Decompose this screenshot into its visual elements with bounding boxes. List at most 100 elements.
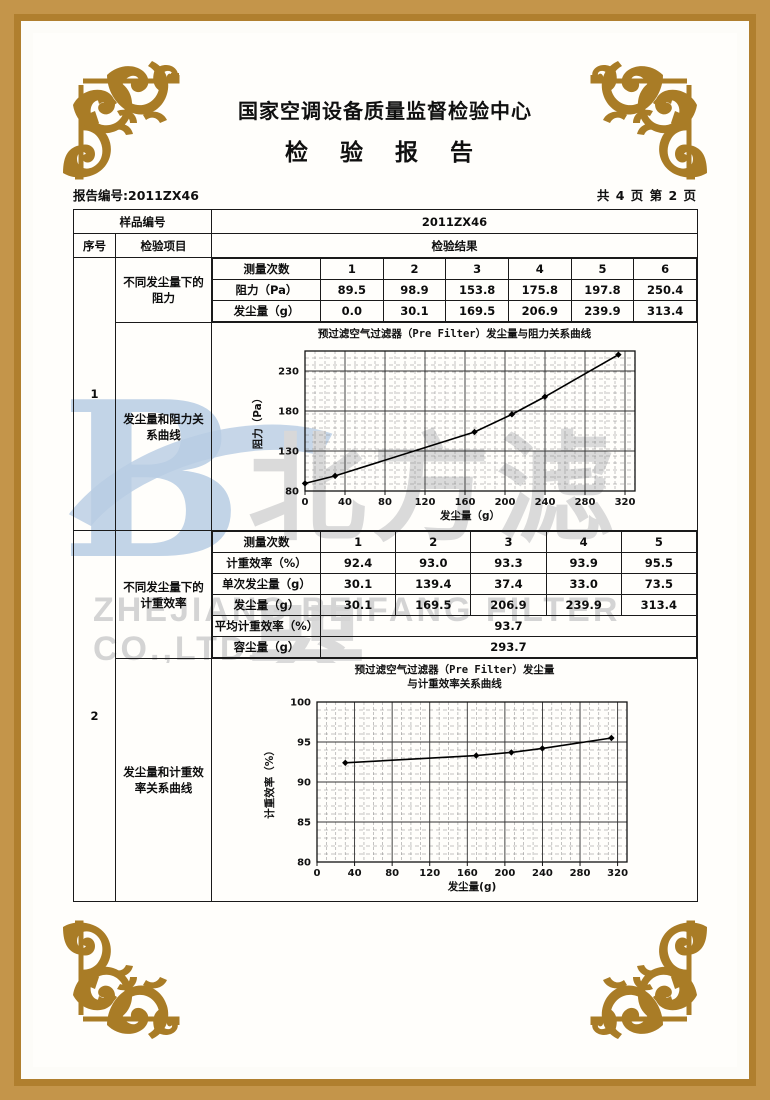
- document-content: 国家空调设备质量监督检验中心 检 验 报 告 报告编号:2011ZX46 共 4…: [33, 33, 737, 1067]
- resistance-row-header: 测量次数: [212, 258, 321, 280]
- efficiency-row-header: 测量次数: [212, 531, 321, 554]
- resistance-cell: 6: [633, 258, 697, 280]
- svg-text:320: 320: [614, 497, 635, 508]
- resistance-cell: 0.0: [320, 300, 384, 322]
- svg-text:80: 80: [378, 497, 392, 508]
- svg-text:阻力（Pa）: 阻力（Pa）: [251, 393, 264, 450]
- efficiency-row-header: 单次发尘量（g）: [212, 573, 321, 596]
- resistance-cell: 89.5: [320, 279, 384, 301]
- resistance-subtable: 测量次数 1 2 3 4 5 6 阻力（Pa） 89.5 98.9 153.8 175.8 197.8 2…: [212, 258, 697, 322]
- efficiency-cell: 3: [470, 531, 547, 554]
- svg-text:发尘量（g）: 发尘量（g）: [438, 509, 499, 522]
- item1-resistance-cell: 测量次数 1 2 3 4 5 6 阻力（Pa） 89.5 98.9 153.8 175.8 197.8 2…: [211, 257, 698, 323]
- efficiency-row: 测量次数 1 2 3 4 5: [212, 531, 698, 554]
- efficiency-row: 计重效率（%） 92.4 93.0 93.3 93.9 95.5: [212, 552, 698, 575]
- efficiency-cell: 33.0: [545, 573, 622, 596]
- resistance-cell: 175.8: [507, 279, 572, 301]
- svg-text:90: 90: [297, 777, 311, 788]
- item2-curve-label: 发尘量和计重效率关系曲线: [115, 658, 212, 902]
- item1-curve-text: 发尘量和阻力关系曲线: [123, 411, 204, 442]
- svg-text:200: 200: [494, 868, 515, 879]
- efficiency-row-header: 计重效率（%）: [212, 552, 321, 575]
- dust-capacity-label: 容尘量（g）: [212, 636, 321, 659]
- chart2-cell: 预过滤空气过滤器（Pre Filter）发尘量 与计重效率关系曲线 0 40 80 1…: [211, 658, 698, 902]
- chart-resistance: 预过滤空气过滤器（Pre Filter）发尘量与阻力关系曲线 0 40 80 120 1…: [212, 323, 697, 530]
- chart2-title: 预过滤空气过滤器（Pre Filter）发尘量 与计重效率关系曲线: [212, 663, 697, 691]
- svg-text:80: 80: [285, 487, 299, 498]
- efficiency-cell: 95.5: [620, 552, 698, 575]
- avg-efficiency-value: 93.7: [320, 615, 697, 638]
- item2-efficiency-cell: 测量次数 1 2 3 4 5 计重效率（%） 92.4 93.0 93.3 93.9 95.5 单次发尘…: [211, 530, 698, 660]
- resistance-cell: 3: [445, 258, 509, 280]
- efficiency-cell: 206.9: [470, 594, 547, 617]
- svg-text:120: 120: [414, 497, 435, 508]
- resistance-row-header: 发尘量（g）: [212, 300, 321, 322]
- svg-text:80: 80: [385, 868, 399, 879]
- efficiency-cell: 139.4: [395, 573, 472, 596]
- resistance-cell: 30.1: [382, 300, 447, 322]
- chart1-cell: 预过滤空气过滤器（Pre Filter）发尘量与阻力关系曲线 0 40 80 120 1…: [211, 321, 698, 532]
- efficiency-subtable: 测量次数 1 2 3 4 5 计重效率（%） 92.4 93.0 93.3 93.9 95.5 单次发尘…: [212, 531, 698, 659]
- item1-seq: 1: [73, 256, 116, 532]
- col-header-result: 检验结果: [211, 233, 698, 258]
- chart1-title-post: ）发尘量与阻力关系曲线: [475, 328, 592, 340]
- efficiency-cell: 30.1: [319, 594, 397, 617]
- svg-text:发尘量(g): 发尘量(g): [446, 880, 496, 893]
- svg-text:160: 160: [456, 868, 477, 879]
- efficiency-cell: 4: [545, 531, 622, 554]
- efficiency-cell: 2: [395, 531, 472, 554]
- dust-capacity-value: 293.7: [320, 636, 697, 659]
- document-paper: B 北方滤器 ZHEJIANG BEIFANG FILTER CO.,LTD. …: [33, 33, 737, 1067]
- sample-no-label: 样品编号: [73, 209, 212, 234]
- svg-text:240: 240: [534, 497, 555, 508]
- efficiency-cell: 30.1: [319, 573, 397, 596]
- item1-resistance-label: 不同发尘量下的阻力: [115, 257, 212, 323]
- item2-efficiency-label: 不同发尘量下的计重效率: [115, 530, 212, 660]
- col-header-item: 检验项目: [115, 233, 212, 258]
- svg-text:95: 95: [297, 737, 311, 748]
- resistance-cell: 250.4: [633, 279, 697, 301]
- table-row-headers: 序号 检验项目 检验结果: [73, 233, 698, 258]
- page-title: 检 验 报 告: [284, 140, 486, 166]
- dust-capacity-row: 容尘量（g） 293.7: [212, 636, 697, 659]
- svg-text:200: 200: [494, 497, 515, 508]
- resistance-row: 阻力（Pa） 89.5 98.9 153.8 175.8 197.8 250.4: [212, 279, 697, 301]
- efficiency-row-header: 发尘量（g）: [212, 594, 321, 617]
- chart2-svg: 0 40 80 120 160 200 240 280 320 80 85 90 95 100 发尘量(g)…: [263, 697, 628, 893]
- svg-text:0: 0: [313, 868, 320, 879]
- resistance-cell: 206.9: [507, 300, 572, 322]
- report-meta-row: 报告编号:2011ZX46 共 4 页 第 2 页: [73, 185, 697, 203]
- svg-text:320: 320: [607, 868, 628, 879]
- svg-text:0: 0: [301, 497, 308, 508]
- item1-resistance-text: 不同发尘量下的阻力: [123, 275, 204, 305]
- resistance-cell: 197.8: [570, 279, 635, 301]
- resistance-cell: 98.9: [382, 279, 447, 301]
- sample-no-value: 2011ZX46: [211, 209, 698, 234]
- resistance-row: 测量次数 1 2 3 4 5 6: [212, 258, 697, 280]
- col-header-seq: 序号: [73, 233, 116, 258]
- resistance-cell: 2: [382, 258, 447, 280]
- svg-text:计重效率（%）: 计重效率（%）: [263, 745, 276, 819]
- chart1-title-pre: 预过滤空气过滤器（: [317, 328, 413, 340]
- efficiency-cell: 93.9: [545, 552, 622, 575]
- resistance-cell: 169.5: [445, 300, 509, 322]
- chart2-title-pre: 预过滤空气过滤器（: [354, 664, 450, 677]
- svg-text:130: 130: [278, 447, 299, 458]
- chart1-title-mono: Pre Filter: [412, 328, 476, 340]
- svg-text:85: 85: [297, 817, 311, 828]
- efficiency-cell: 93.0: [395, 552, 472, 575]
- organization-title: 国家空调设备质量监督检验中心: [238, 99, 532, 123]
- efficiency-cell: 93.3: [470, 552, 547, 575]
- resistance-cell: 313.4: [633, 300, 697, 322]
- efficiency-cell: 239.9: [545, 594, 622, 617]
- svg-text:180: 180: [278, 407, 299, 418]
- chart1-title: 预过滤空气过滤器（Pre Filter）发尘量与阻力关系曲线: [212, 327, 697, 341]
- item2-seq: 2: [73, 530, 116, 902]
- svg-text:40: 40: [347, 868, 361, 879]
- svg-text:80: 80: [297, 857, 311, 868]
- svg-text:40: 40: [338, 497, 352, 508]
- svg-text:120: 120: [419, 868, 440, 879]
- chart2-title-line2: 与计重效率关系曲线: [407, 678, 502, 691]
- table-row-item2-chart: 发尘量和计重效率关系曲线 预过滤空气过滤器（Pre Filter）发尘量 与计重…: [74, 658, 698, 902]
- efficiency-cell: 169.5: [395, 594, 472, 617]
